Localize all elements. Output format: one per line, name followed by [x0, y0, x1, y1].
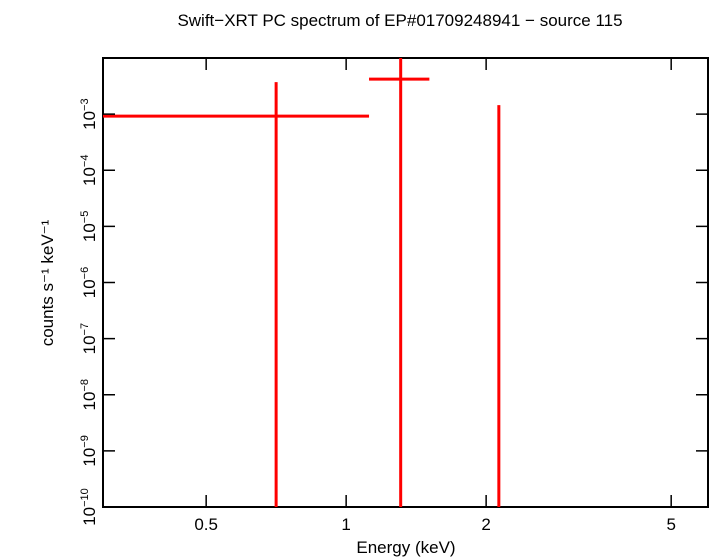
y-tick-label: 10−10 [79, 488, 99, 526]
y-tick-label: 10−7 [79, 323, 99, 354]
y-tick-base: 10 [80, 507, 99, 526]
x-tick-label: 1 [341, 515, 350, 534]
data-layer [103, 58, 501, 507]
y-axis-label: counts s⁻¹ keV⁻¹ [38, 219, 57, 346]
y-tick-base: 10 [80, 335, 99, 354]
y-tick-exponent: −9 [79, 435, 91, 448]
y-tick-base: 10 [80, 223, 99, 242]
y-tick-exponent: −3 [79, 98, 91, 111]
y-tick-exponent: −7 [79, 323, 91, 336]
x-tick-label: 5 [666, 515, 675, 534]
x-tick-label: 0.5 [194, 515, 218, 534]
y-tick-label: 10−5 [79, 211, 99, 242]
y-tick-label: 10−4 [79, 155, 99, 186]
y-tick-base: 10 [80, 392, 99, 411]
y-tick-exponent: −10 [79, 488, 91, 507]
y-tick-label: 10−6 [79, 267, 99, 298]
y-tick-exponent: −4 [79, 155, 91, 168]
y-tick-base: 10 [80, 167, 99, 186]
y-tick-base: 10 [80, 111, 99, 130]
x-tick-label: 2 [481, 515, 490, 534]
y-tick-exponent: −8 [79, 379, 91, 392]
y-tick-exponent: −5 [79, 211, 91, 224]
y-tick-label: 10−9 [79, 435, 99, 466]
y-tick-exponent: −6 [79, 267, 91, 280]
y-tick-base: 10 [80, 448, 99, 467]
y-tick-label: 10−3 [79, 98, 99, 129]
plot-frame [102, 57, 709, 508]
x-axis-label: Energy (keV) [356, 538, 455, 557]
chart-title: Swift−XRT PC spectrum of EP#01709248941 … [177, 11, 622, 30]
y-tick-label: 10−8 [79, 379, 99, 410]
y-tick-base: 10 [80, 279, 99, 298]
